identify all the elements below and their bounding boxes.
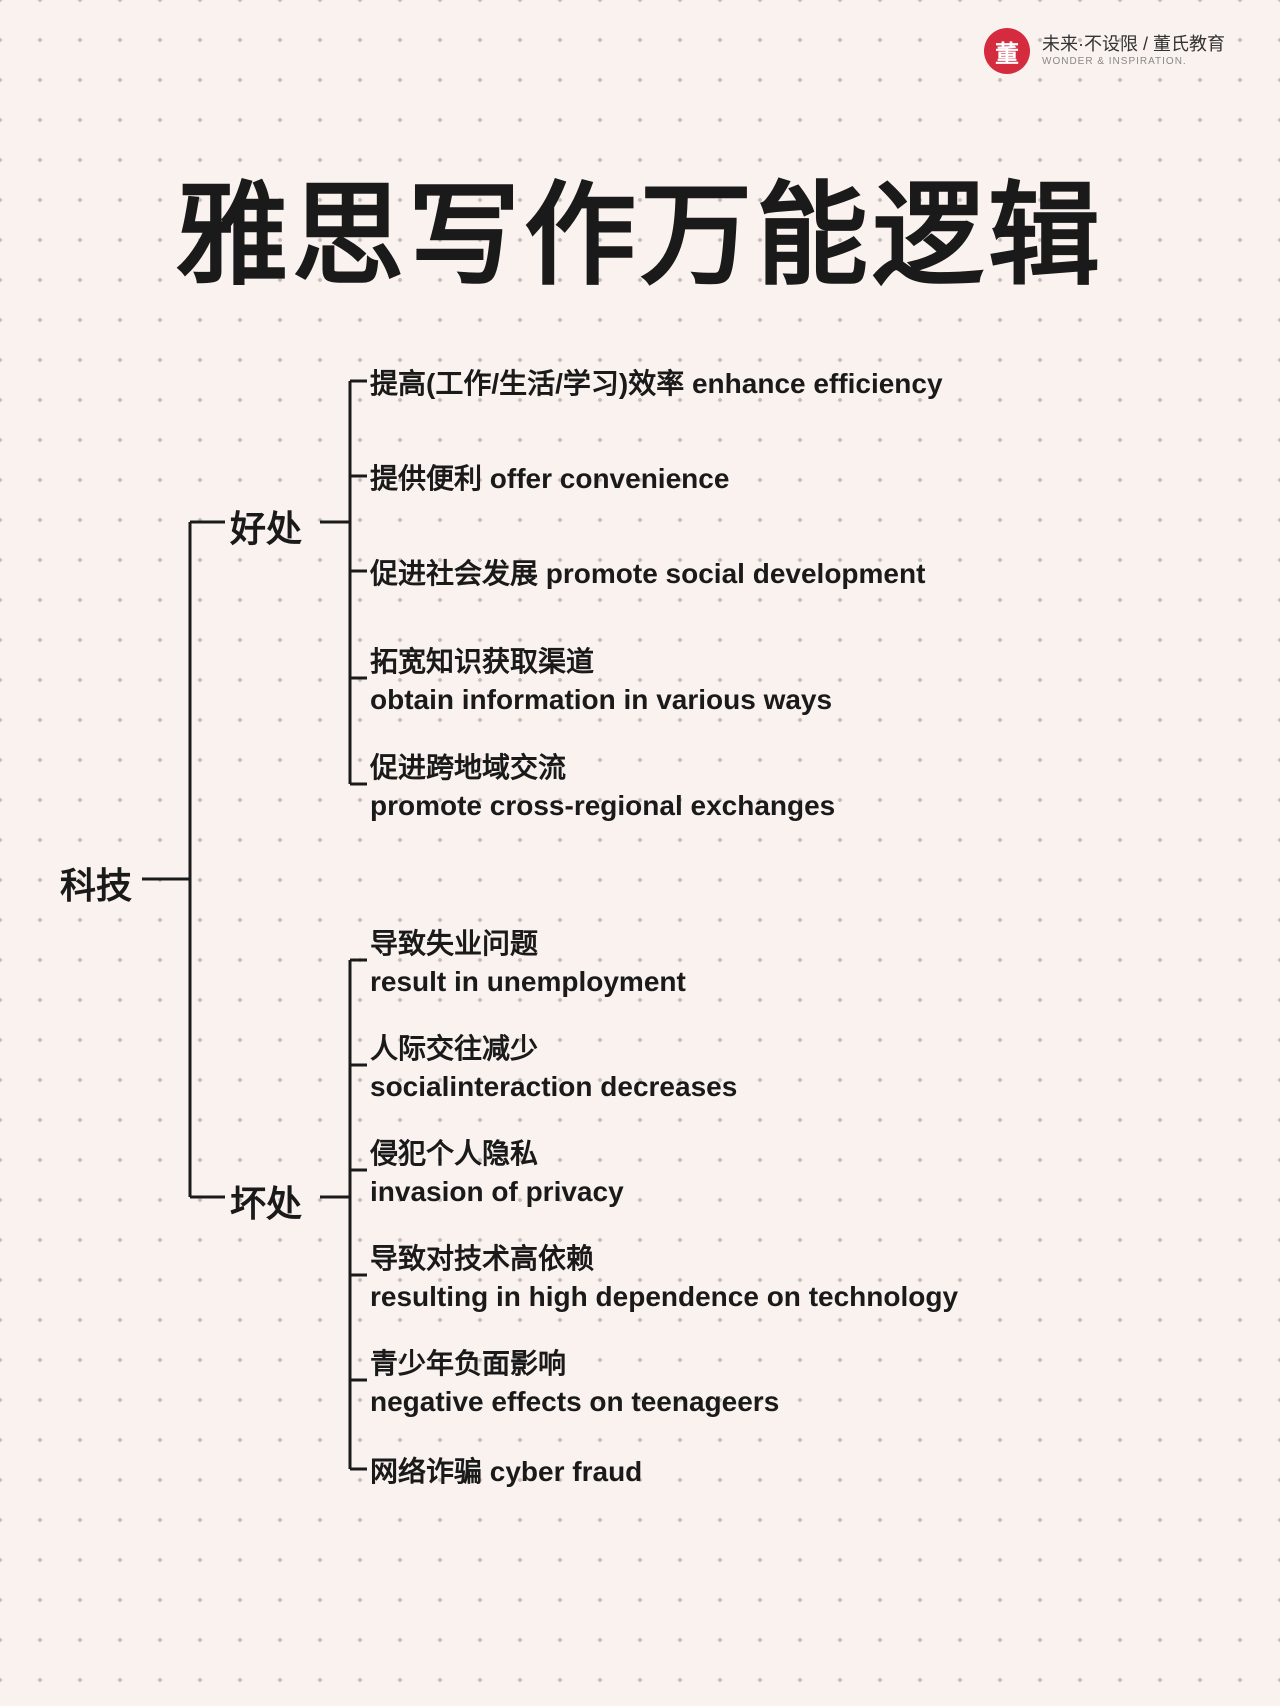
logo-circle-icon: 董 — [984, 28, 1030, 74]
mindmap-container: 科技 好处 提高(工作/生活/学习)效率 enhance efficiency 提供… — [60, 365, 1220, 1615]
logo-char: 董 — [995, 34, 1019, 69]
leaf-node: 导致失业问题result in unemployment — [370, 925, 686, 1001]
branch-node: 坏处 — [230, 1175, 302, 1227]
branch-node: 好处 — [230, 500, 302, 552]
leaf-node: 导致对技术高依赖resulting in high dependence on … — [370, 1240, 958, 1316]
logo-text: 未来·不设限 / 董氏教育 WONDER & INSPIRATION. — [1042, 34, 1225, 68]
logo: 董 未来·不设限 / 董氏教育 WONDER & INSPIRATION. — [984, 28, 1225, 74]
logo-main-text: 未来·不设限 / 董氏教育 — [1042, 34, 1225, 56]
leaf-node: 青少年负面影响negative effects on teenageers — [370, 1345, 779, 1421]
leaf-node: 提高(工作/生活/学习)效率 enhance efficiency — [370, 365, 943, 403]
leaf-node: 拓宽知识获取渠道obtain information in various wa… — [370, 643, 832, 719]
leaf-node: 提供便利 offer convenience — [370, 460, 729, 498]
root-node: 科技 — [60, 857, 132, 909]
leaf-node: 促进跨地域交流promote cross-regional exchanges — [370, 749, 835, 825]
leaf-node: 侵犯个人隐私invasion of privacy — [370, 1135, 624, 1211]
logo-sub-text: WONDER & INSPIRATION. — [1042, 56, 1225, 68]
leaf-node: 人际交往减少socialinteraction decreases — [370, 1030, 737, 1106]
leaf-node: 促进社会发展 promote social development — [370, 555, 925, 593]
page-title: 雅思写作万能逻辑 — [0, 145, 1280, 307]
leaf-node: 网络诈骗 cyber fraud — [370, 1453, 642, 1491]
